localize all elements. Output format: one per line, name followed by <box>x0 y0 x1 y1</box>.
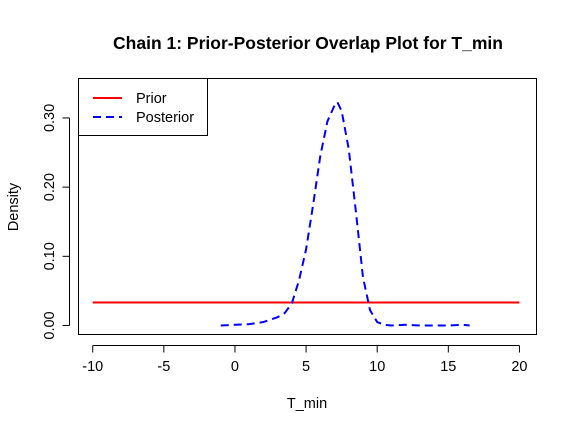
x-axis: -10 -5 0 5 10 15 20 <box>82 345 528 375</box>
plot-frame <box>78 78 537 335</box>
x-axis-title: T_min <box>287 396 327 412</box>
x-tick-label: 0 <box>231 359 239 375</box>
x-tick-label: 20 <box>511 359 527 375</box>
legend: Prior Posterior <box>78 78 208 136</box>
y-tick-label: 0.30 <box>42 104 58 132</box>
legend-prior-label: Prior <box>136 91 167 107</box>
x-tick-label: -5 <box>157 359 170 375</box>
series-line-posterior <box>220 101 470 327</box>
chart-title: Chain 1: Prior-Posterior Overlap Plot fo… <box>113 33 503 53</box>
x-tick-label: -10 <box>82 359 103 375</box>
x-tick-label: 15 <box>440 359 456 375</box>
plot-series-group <box>92 101 520 327</box>
x-tick-label: 5 <box>302 359 310 375</box>
y-axis: 0.00 0.10 0.20 0.30 <box>42 104 70 340</box>
x-tick-label: 10 <box>369 359 385 375</box>
y-tick-label: 0.10 <box>42 242 58 270</box>
legend-box <box>78 78 208 136</box>
y-axis-title: Density <box>6 182 22 231</box>
legend-posterior-label: Posterior <box>136 110 194 126</box>
y-tick-label: 0.20 <box>42 173 58 201</box>
y-tick-label: 0.00 <box>42 311 58 339</box>
